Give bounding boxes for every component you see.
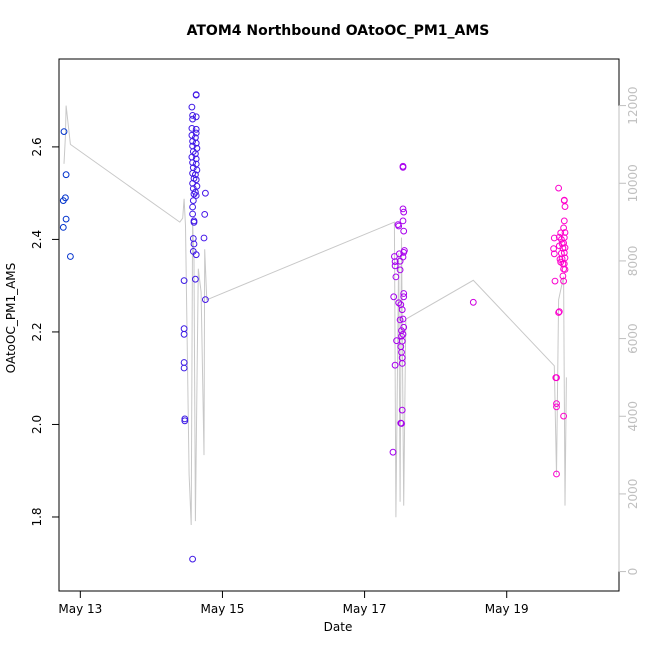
y2-tick-label: 0 <box>626 568 640 576</box>
x-tick-label: May 15 <box>200 602 244 616</box>
y2-tick-label: 2000 <box>626 479 640 510</box>
data-point <box>190 211 196 217</box>
data-point <box>63 172 69 178</box>
altitude-line <box>64 106 566 525</box>
chart-title: ATOM4 Northbound OAtoOC_PM1_AMS <box>187 23 490 39</box>
data-point <box>390 449 396 455</box>
y-tick-label: 1.8 <box>30 507 44 526</box>
data-point <box>202 212 208 218</box>
data-point <box>393 274 399 280</box>
data-point <box>401 228 407 234</box>
data-point <box>189 104 195 110</box>
y-axis-label: OAtoOC_PM1_AMS <box>4 263 18 374</box>
data-point <box>61 129 67 135</box>
y2-tick-label: 4000 <box>626 401 640 432</box>
y-axis: 1.8 2.0 2.2 2.4 2.6 <box>30 137 59 526</box>
points-layer <box>60 92 567 562</box>
data-point <box>190 556 196 562</box>
data-point <box>190 204 196 210</box>
y2-tick-label: 6000 <box>626 323 640 354</box>
y2-tick-label: 10000 <box>626 164 640 202</box>
altitude-layer <box>64 106 566 525</box>
data-point <box>181 365 187 371</box>
data-point <box>201 235 207 241</box>
x-tick-label: May 17 <box>343 602 387 616</box>
data-point <box>63 216 69 222</box>
y-tick-label: 2.0 <box>30 415 44 434</box>
y2-tick-label: 8000 <box>626 246 640 277</box>
x-axis: May 13 May 15 May 17 May 19 <box>58 591 528 616</box>
data-point <box>60 225 66 231</box>
chart-container: ATOM4 Northbound OAtoOC_PM1_AMS May 13 Ma… <box>0 0 650 650</box>
data-point <box>203 190 209 196</box>
data-point <box>181 360 187 366</box>
x-axis-label: Date <box>324 620 353 634</box>
data-point <box>181 326 187 332</box>
data-point <box>552 278 558 284</box>
x-tick-label: May 13 <box>58 602 102 616</box>
data-point <box>191 241 197 247</box>
x-tick-label: May 19 <box>485 602 529 616</box>
data-point <box>391 294 397 300</box>
plot-area-frame <box>59 59 619 591</box>
data-point <box>470 299 476 305</box>
data-point <box>181 331 187 337</box>
y2-tick-label: 12000 <box>626 87 640 125</box>
y-tick-label: 2.4 <box>30 230 44 249</box>
data-point <box>400 218 406 224</box>
data-point <box>561 218 567 224</box>
data-point <box>556 185 562 191</box>
y-tick-label: 2.6 <box>30 137 44 156</box>
data-point <box>562 204 568 210</box>
data-point <box>193 276 199 282</box>
chart-svg: ATOM4 Northbound OAtoOC_PM1_AMS May 13 Ma… <box>0 0 650 650</box>
y-tick-label: 2.2 <box>30 322 44 341</box>
y2-axis: 0 2000 4000 6000 8000 10000 12000 <box>619 87 640 576</box>
data-point <box>68 254 74 260</box>
